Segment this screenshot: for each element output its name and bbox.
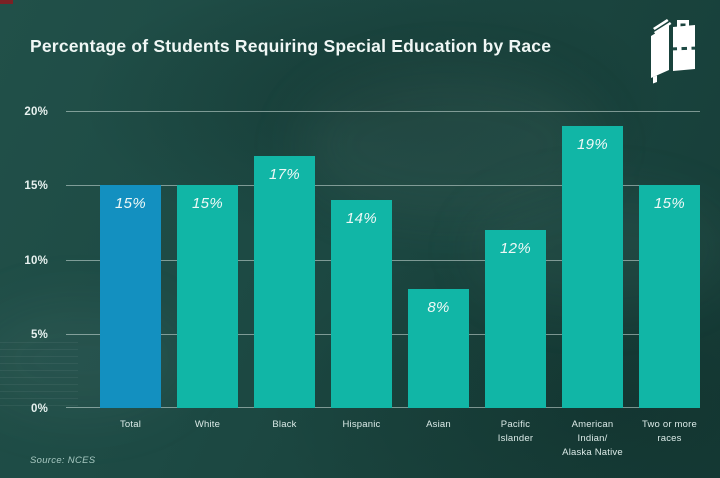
- book-and-bag-logo-icon: [644, 12, 702, 84]
- bar-asian: 8% Asian: [408, 289, 469, 430]
- bar-value-label: 8%: [427, 299, 450, 317]
- bar-pacific-islander: 12% Pacific Islander: [485, 229, 546, 444]
- y-axis-tick-label: 10%: [24, 254, 48, 267]
- plot-area: 15% Total 15% White 17% Black 14% Hispanic 8% Asi…: [24, 106, 700, 458]
- bar-value-label: 15%: [192, 195, 223, 213]
- corner-mark: [0, 0, 13, 4]
- y-axis-tick-label: 5%: [30, 328, 48, 341]
- bar-value-label: 12%: [500, 239, 531, 257]
- x-axis-category-label: Two or more races: [642, 419, 697, 444]
- bar-white: 15% White: [177, 185, 238, 430]
- bar-value-label: 19%: [577, 135, 608, 153]
- bar-black: 17% Black: [254, 155, 315, 430]
- x-axis-category-label: Black: [272, 419, 297, 430]
- gridline-20%: [66, 111, 700, 112]
- x-axis-category-label: Total: [119, 419, 142, 430]
- bar-total: 15% Total: [100, 185, 161, 430]
- y-axis-tick-label: 15%: [24, 180, 48, 193]
- bar-two-or-more-races: 15% Two or more races: [639, 185, 700, 444]
- x-axis-category-label: Pacific Islander: [497, 419, 534, 444]
- bar-value-label: 17%: [269, 165, 300, 183]
- source-note: Source: NCES: [30, 455, 96, 466]
- bar-value-label: 14%: [346, 210, 377, 228]
- x-axis-category-label: White: [194, 419, 221, 430]
- bar-american-indian-alaska-native: 19% American Indian/ Alaska Native: [562, 125, 623, 458]
- bar-value-label: 15%: [115, 195, 146, 213]
- page-title: Percentage of Students Requiring Special…: [30, 36, 552, 56]
- y-axis-tick-label: 0%: [30, 403, 48, 415]
- gridline-15%: [66, 185, 700, 187]
- bars-row: 15% Total 15% White 17% Black 14% Hispanic 8% Asi…: [100, 111, 700, 458]
- bar-hispanic: 14% Hispanic: [331, 200, 392, 430]
- x-axis-category-label: Asian: [426, 419, 451, 430]
- bar-value-label: 15%: [654, 195, 685, 213]
- x-axis-category-label: American Indian/ Alaska Native: [562, 419, 623, 458]
- y-axis-tick-label: 20%: [24, 106, 48, 118]
- x-axis-category-label: Hispanic: [342, 419, 381, 430]
